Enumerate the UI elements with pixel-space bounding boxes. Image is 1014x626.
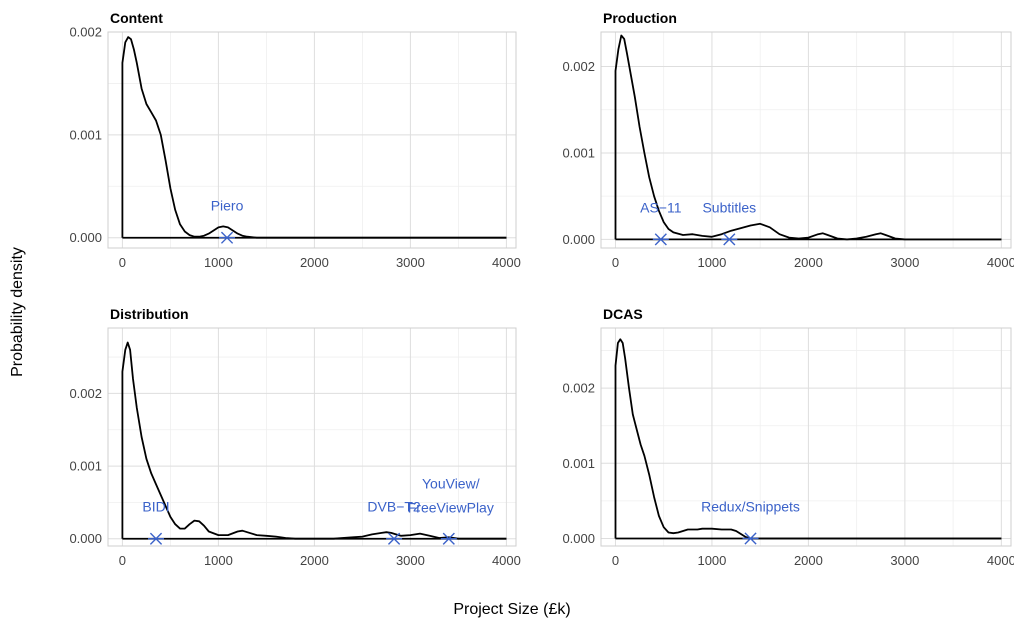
y-tick-label: 0.001 xyxy=(562,145,595,160)
density-line xyxy=(614,34,1002,241)
x-tick-label: 1000 xyxy=(204,553,233,568)
annotation-label: BIDI xyxy=(142,499,169,515)
y-tick-label: 0.000 xyxy=(69,531,102,546)
x-tick-label: 3000 xyxy=(396,255,425,270)
panel-title: Content xyxy=(110,10,163,26)
panel-title: DCAS xyxy=(603,306,643,322)
annotation-marker xyxy=(742,532,759,545)
x-tick-label: 3000 xyxy=(890,553,919,568)
x-tick-label: 1000 xyxy=(697,255,726,270)
x-tick-label: 0 xyxy=(119,553,126,568)
panel-border xyxy=(600,31,1012,249)
panel-title: Production xyxy=(603,10,677,26)
y-tick-label: 0.002 xyxy=(562,59,595,74)
annotation-marker xyxy=(219,231,236,244)
panel-content: 0 1000 2000 3000 4000 0.000 0.001 0.002 Content P… xyxy=(69,10,520,270)
annotation-label: DVB−T2 xyxy=(367,499,421,515)
annotation-marker xyxy=(440,532,457,545)
y-tick-label: 0.000 xyxy=(562,232,595,247)
y-tick-label: 0.002 xyxy=(562,381,595,396)
density-line xyxy=(121,36,507,239)
x-tick-label: 0 xyxy=(612,553,619,568)
panel-border xyxy=(107,327,517,547)
y-tick-label: 0.000 xyxy=(562,531,595,546)
annotation-marker xyxy=(721,233,738,246)
x-tick-label: 4000 xyxy=(492,255,521,270)
y-tick-label: 0.001 xyxy=(69,459,102,474)
panel-production: 0 1000 2000 3000 4000 0.000 0.001 0.002 Producti… xyxy=(562,10,1014,270)
annotation-label: Piero xyxy=(211,198,244,214)
x-tick-label: 2000 xyxy=(300,553,329,568)
annotation-marker xyxy=(386,532,403,545)
panel-title: Distribution xyxy=(110,306,189,322)
x-tick-label: 2000 xyxy=(794,553,823,568)
panels: 0 1000 2000 3000 4000 0.000 0.001 0.002 Content P… xyxy=(69,10,1014,568)
y-tick-label: 0.000 xyxy=(69,230,102,245)
panel-dcas: 0 1000 2000 3000 4000 0.000 0.001 0.002 DCAS Redu… xyxy=(562,306,1014,568)
y-axis-title: Probability density xyxy=(9,247,26,377)
x-tick-label: 2000 xyxy=(300,255,329,270)
annotation-marker xyxy=(652,233,669,246)
annotation-marker xyxy=(148,532,164,545)
panel-border xyxy=(107,31,517,249)
y-tick-label: 0.002 xyxy=(69,386,102,401)
x-tick-label: 4000 xyxy=(987,553,1014,568)
x-tick-label: 4000 xyxy=(987,255,1014,270)
density-line xyxy=(121,341,507,540)
annotation-label: FreeViewPlay xyxy=(408,500,494,516)
x-tick-label: 0 xyxy=(612,255,619,270)
x-axis-title: Project Size (£k) xyxy=(453,601,570,618)
density-line xyxy=(614,338,1002,540)
panel-border xyxy=(600,327,1012,547)
y-tick-label: 0.002 xyxy=(69,25,102,40)
panel-distribution: 0 1000 2000 3000 4000 0.000 0.001 0.002 Distribu… xyxy=(69,306,520,568)
x-tick-label: 0 xyxy=(119,255,126,270)
annotation-label: YouView/ xyxy=(422,476,480,492)
annotation-label: Subtitles xyxy=(702,199,756,215)
x-tick-label: 1000 xyxy=(204,255,233,270)
annotation-label: AS−11 xyxy=(640,199,682,215)
y-tick-label: 0.001 xyxy=(69,127,102,142)
x-tick-label: 3000 xyxy=(890,255,919,270)
x-tick-label: 1000 xyxy=(697,553,726,568)
annotation-label: Redux/Snippets xyxy=(701,498,800,514)
x-tick-label: 3000 xyxy=(396,553,425,568)
y-tick-label: 0.001 xyxy=(562,456,595,471)
x-tick-label: 4000 xyxy=(492,553,521,568)
x-tick-label: 2000 xyxy=(794,255,823,270)
